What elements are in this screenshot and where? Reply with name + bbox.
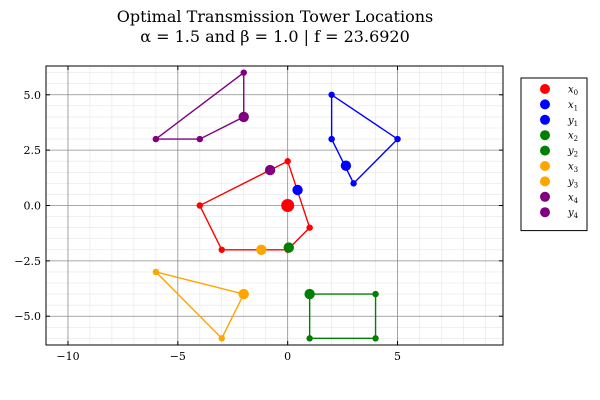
region-vertex [306, 335, 313, 342]
legend-marker [540, 207, 550, 218]
region-vertex [372, 290, 379, 298]
tower-point [264, 164, 276, 176]
legend-label: x3 [568, 162, 578, 175]
region-vertex [372, 335, 379, 342]
legend-label-subscript: 0 [574, 89, 578, 97]
tower-point [238, 288, 249, 300]
legend-label: y4 [567, 208, 579, 221]
legend-label: y1 [567, 115, 578, 128]
region-vertex [328, 91, 335, 98]
region-outline [153, 270, 245, 340]
legend-label: x4 [568, 192, 579, 205]
region-vertex [152, 135, 160, 143]
legend-label-subscript: 3 [574, 181, 578, 189]
region-outline [198, 160, 311, 251]
legend-marker [540, 130, 550, 141]
y-tick-label: 5.0 [24, 89, 42, 102]
y-tick-label: 2.5 [24, 144, 42, 157]
region-vertex [284, 158, 291, 165]
tower-point [304, 288, 315, 300]
tower-point [292, 184, 303, 196]
y-tick-label: 0.0 [24, 200, 42, 213]
chart-title: Optimal Transmission Tower Locations [117, 7, 433, 26]
towers [238, 111, 352, 300]
legend-label: y3 [567, 177, 578, 190]
tower-point [340, 160, 352, 171]
region-vertex [350, 180, 357, 187]
x-tick-label: −5 [170, 350, 186, 363]
x-tick-label: 0 [284, 350, 291, 363]
axis-ticks: −10 −5 0 5 −5.0 −2.5 0.0 2.5 5.0 [14, 66, 503, 363]
legend-box [520, 77, 588, 232]
y-tick-label: −2.5 [14, 255, 41, 268]
region-vertex [218, 335, 225, 342]
legend-label: y2 [567, 146, 578, 159]
legend-label: x1 [568, 100, 578, 113]
tower-point [281, 199, 295, 212]
region-vertex [196, 135, 203, 143]
region-vertex [218, 246, 225, 253]
legend-label-subscript: 1 [574, 120, 578, 128]
major-grid [46, 66, 503, 345]
y-tick-label: −5.0 [14, 310, 41, 323]
legend-marker [540, 191, 550, 202]
legend-label-subscript: 1 [574, 104, 578, 112]
x-tick-label: 5 [394, 350, 401, 363]
legend: x0 x1 y1 x2 y2 x3 y3 x4 y4 [520, 77, 588, 232]
legend-marker [540, 99, 550, 110]
legend-marker [540, 84, 550, 94]
x-tick-label: −10 [56, 350, 79, 363]
region-vertex [394, 135, 401, 143]
legend-marker [540, 176, 550, 187]
legend-marker [540, 161, 550, 171]
legend-label: x0 [568, 85, 578, 98]
legend-marker [540, 145, 550, 156]
legend-label-subscript: 2 [574, 135, 578, 143]
legend-label-subscript: 3 [574, 166, 578, 174]
region-vertex [240, 69, 247, 76]
region-vertex [306, 224, 313, 231]
legend-label: x2 [568, 131, 578, 144]
tower-point [238, 111, 249, 123]
tower-point [283, 242, 294, 253]
legend-label-subscript: 4 [574, 197, 579, 205]
tower-point [256, 244, 267, 255]
legend-marker [540, 114, 550, 125]
region-vertex [196, 202, 203, 209]
chart-subtitle: α = 1.5 and β = 1.0 | f = 23.6920 [140, 27, 410, 46]
region-vertex [328, 135, 335, 143]
legend-label-subscript: 2 [574, 151, 578, 159]
legend-label-subscript: 4 [574, 212, 579, 220]
region-vertex [152, 268, 160, 276]
